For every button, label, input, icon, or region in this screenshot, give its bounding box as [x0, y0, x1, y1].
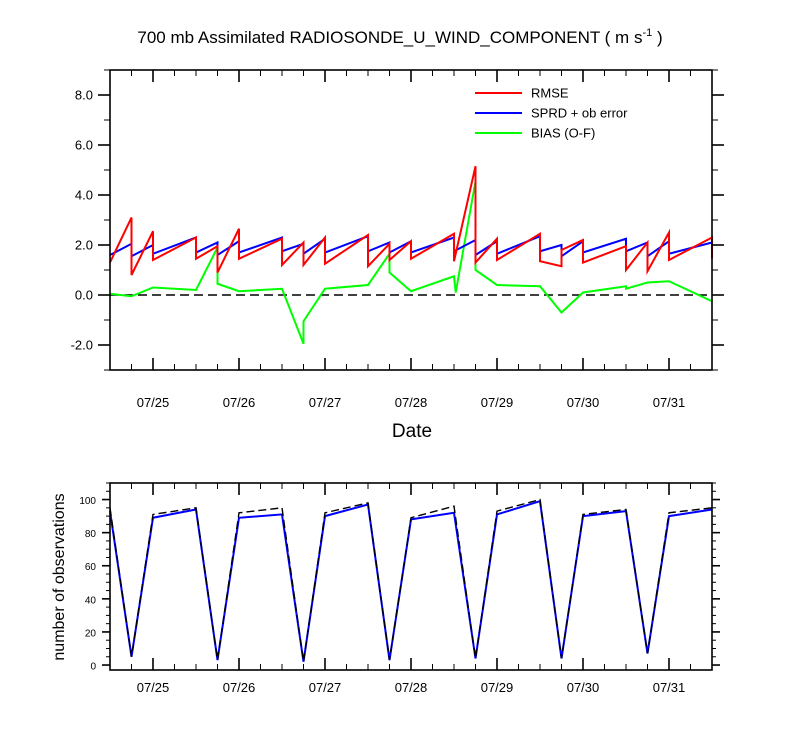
series-line-assimilated [109, 499, 713, 662]
y-tick-label: 20 [85, 628, 97, 639]
legend-label-rmse: RMSE [531, 86, 569, 101]
series-line-rmse [109, 166, 713, 276]
y-tick-label: 4.0 [75, 188, 93, 203]
x-tick-label: 07/27 [309, 395, 342, 410]
x-tick-label: 07/25 [137, 395, 170, 410]
bottom-plot-frame [109, 482, 713, 671]
bottom-axis-ticks: 07/25 07/26 07/27 07/28 07/29 07/30 07/31 0 20 40… [79, 482, 720, 695]
top-axis-ticks: 07/25 07/26 07/27 07/28 07/29 07/30 07/31 -2.0 0… [71, 69, 724, 410]
top-plot-frame [109, 69, 713, 371]
legend-label-sprd: SPRD + ob error [531, 106, 628, 121]
bottom-panel: 07/25 07/26 07/27 07/28 07/29 07/30 07/31 0 20 40… [51, 482, 720, 695]
x-tick-label: 07/27 [309, 680, 342, 695]
x-tick-label: 07/28 [395, 395, 428, 410]
legend: RMSE SPRD + ob error BIAS (O-F) [475, 86, 628, 141]
top-series-group [109, 166, 713, 345]
top-panel: 07/25 07/26 07/27 07/28 07/29 07/30 07/31 -2.0 0… [71, 69, 724, 442]
y-tick-label: 80 [85, 529, 97, 540]
bottom-series-group [109, 498, 713, 662]
y-tick-label: 100 [79, 496, 96, 507]
series-line-bias [109, 181, 713, 345]
x-tick-label: 07/25 [137, 680, 170, 695]
y-tick-label: 2.0 [75, 238, 93, 253]
legend-label-bias: BIAS (O-F) [531, 126, 595, 141]
x-tick-label: 07/31 [653, 680, 686, 695]
series-line-possible [109, 498, 713, 662]
x-tick-label: 07/29 [481, 680, 514, 695]
chart-title: 700 mb Assimilated RADIOSONDE_U_WIND_COM… [137, 27, 662, 47]
y-tick-label: 8.0 [75, 88, 93, 103]
y-tick-label: 0 [90, 662, 96, 673]
x-axis-label: Date [392, 421, 432, 442]
x-tick-label: 07/28 [395, 680, 428, 695]
y-tick-label: 60 [85, 562, 97, 573]
y-tick-label: 0.0 [75, 288, 93, 303]
x-tick-label: 07/26 [223, 395, 256, 410]
y-tick-label: -2.0 [71, 338, 93, 353]
x-tick-label: 07/30 [567, 680, 600, 695]
y-axis-label-observations: number of observations [51, 493, 68, 660]
x-tick-label: 07/26 [223, 680, 256, 695]
y-tick-label: 6.0 [75, 138, 93, 153]
y-tick-label: 40 [85, 595, 97, 606]
series-line-sprd [109, 234, 713, 259]
x-tick-label: 07/31 [653, 395, 686, 410]
x-tick-label: 07/30 [567, 395, 600, 410]
x-tick-label: 07/29 [481, 395, 514, 410]
